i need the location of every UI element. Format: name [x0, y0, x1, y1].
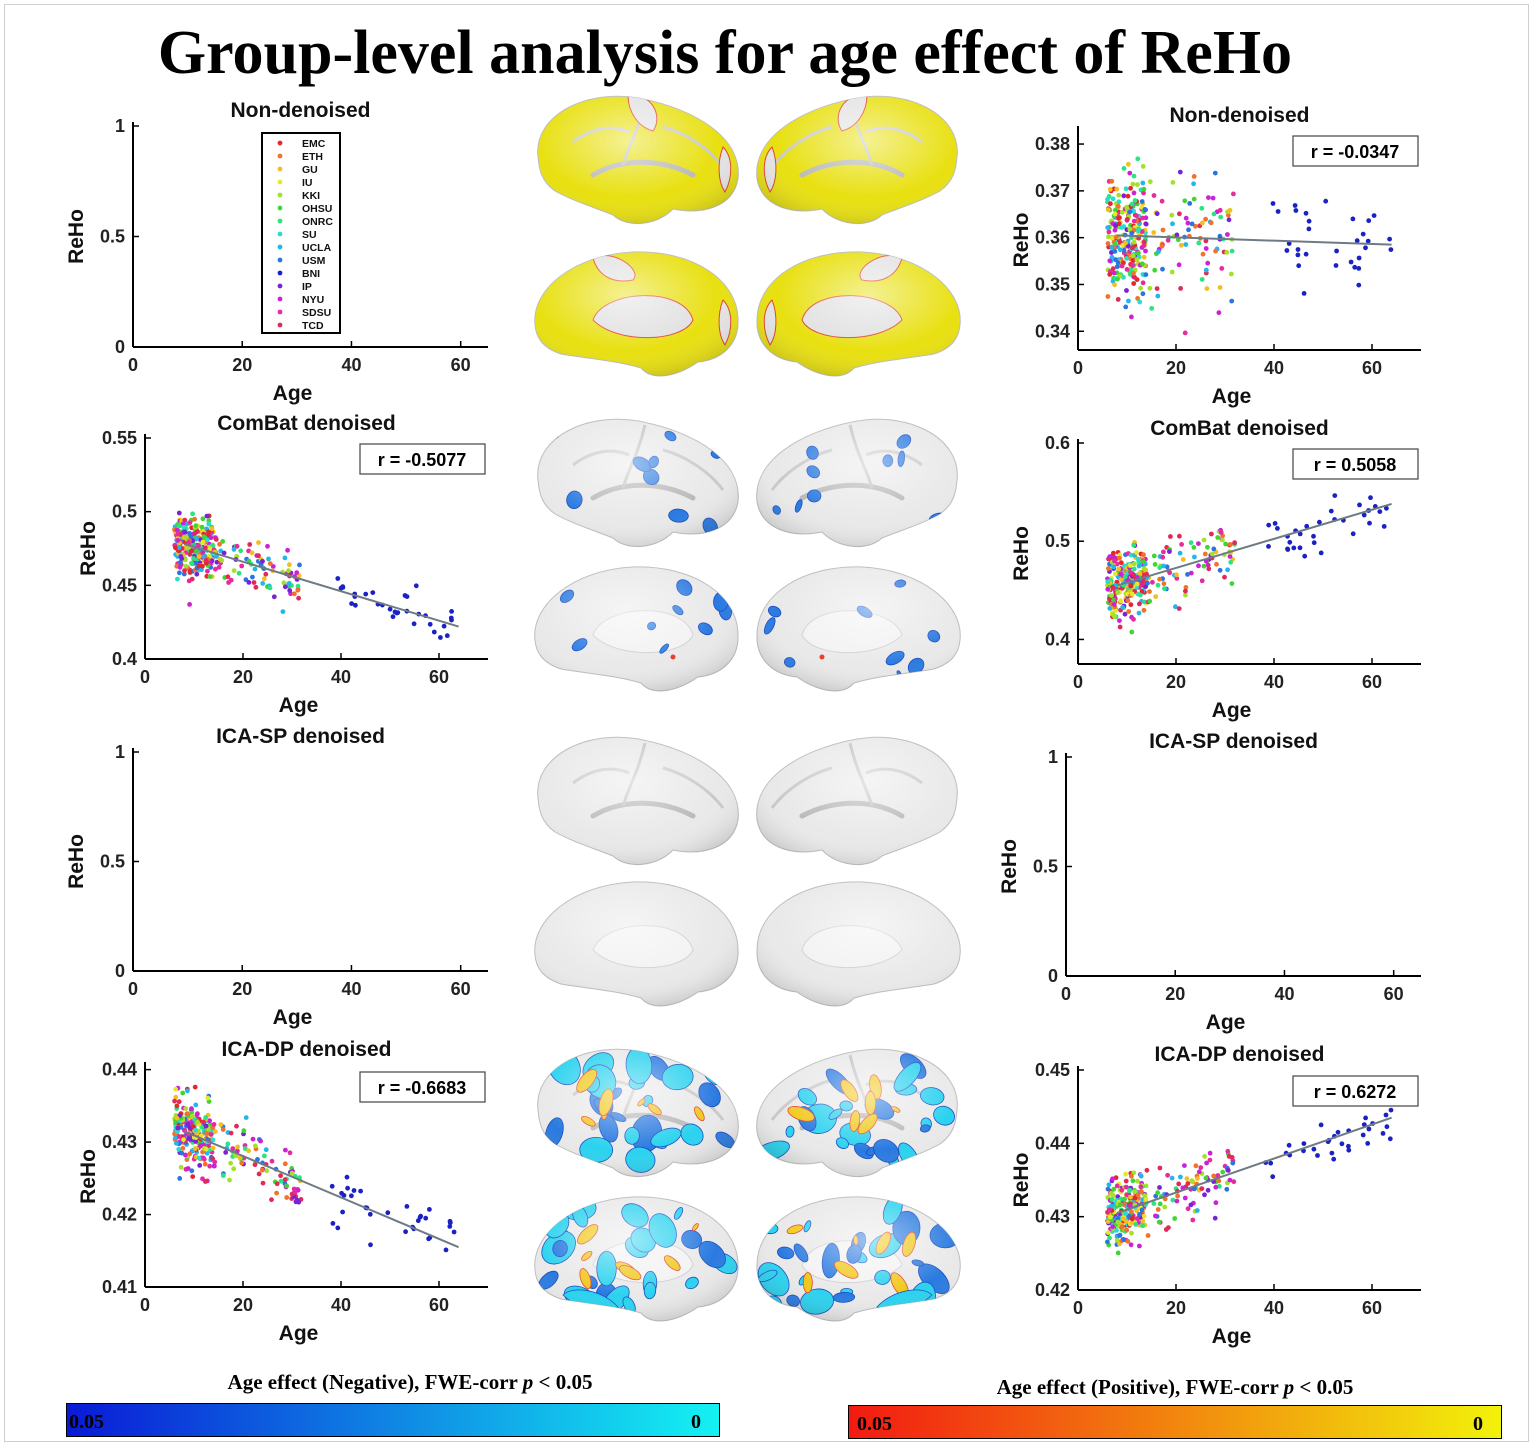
positive-colorbar-right-tick: 0	[1473, 1413, 1483, 1435]
figure-frame	[4, 4, 1529, 1442]
positive-colorbar: 0.05 0	[848, 1405, 1502, 1439]
negative-colorbar-right-tick: 0	[691, 1411, 701, 1433]
negative-colorbar: 0.05 0	[66, 1403, 720, 1437]
negative-colorbar-label: Age effect (Negative), FWE-corr p < 0.05	[227, 1370, 593, 1394]
negative-colorbar-left-tick: 0.05	[69, 1411, 104, 1433]
positive-colorbar-left-tick: 0.05	[857, 1413, 892, 1435]
positive-colorbar-label: Age effect (Positive), FWE-corr p < 0.05	[996, 1375, 1354, 1399]
figure-title: Group-level analysis for age effect of R…	[157, 19, 1293, 87]
